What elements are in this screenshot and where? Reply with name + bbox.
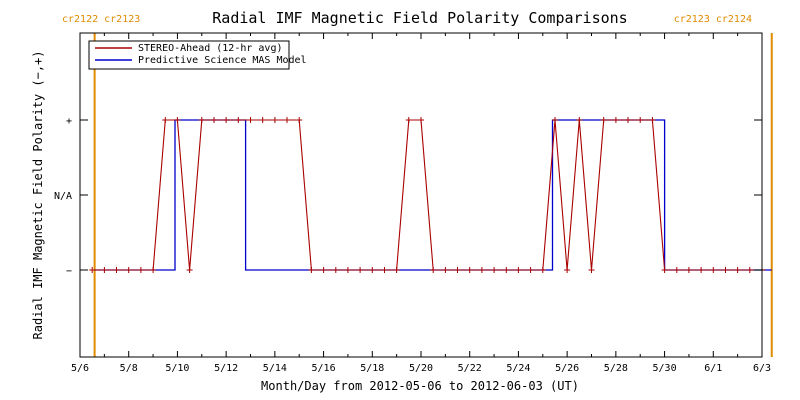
data-point-stereo: [223, 117, 230, 123]
x-tick-label: 6/3: [753, 363, 771, 374]
data-point-stereo: [478, 267, 485, 273]
data-point-stereo: [673, 267, 680, 273]
legend: STEREO-Ahead (12-hr avg) Predictive Scie…: [88, 40, 307, 70]
carrington-markers: [93, 33, 773, 357]
data-point-stereo: [259, 117, 266, 123]
x-tick-label: 5/24: [506, 363, 530, 374]
x-tick-label: 5/10: [165, 363, 189, 374]
data-point-stereo: [357, 267, 364, 273]
data-point-stereo: [393, 267, 400, 273]
data-point-stereo: [369, 267, 376, 273]
data-point-stereo: [235, 117, 242, 123]
x-tick-label: 5/8: [120, 363, 138, 374]
cr-label-right: cr2123 cr2124: [674, 14, 752, 25]
data-point-stereo: [320, 267, 327, 273]
data-point-stereo: [637, 117, 644, 123]
data-point-stereo: [418, 117, 424, 123]
data-point-stereo: [600, 117, 607, 123]
legend-label-stereo: STEREO-Ahead (12-hr avg): [138, 43, 283, 54]
data-point-stereo: [308, 267, 315, 273]
chart-title: Radial IMF Magnetic Field Polarity Compa…: [212, 9, 627, 27]
data-point-stereo: [685, 267, 692, 273]
y-tick-label: N/A: [54, 191, 72, 202]
data-point-stereo: [552, 117, 558, 123]
y-tick-label: +: [66, 116, 72, 127]
data-point-stereo: [661, 267, 668, 273]
y-axis-label: Radial IMF Magnetic Field Polarity (−,+): [31, 51, 45, 340]
data-point-stereo: [698, 267, 705, 273]
legend-label-mas: Predictive Science MAS Model: [138, 55, 307, 66]
data-point-stereo: [247, 117, 254, 123]
x-tick-label: 5/30: [653, 363, 677, 374]
data-point-stereo: [296, 117, 303, 123]
data-point-stereo: [113, 267, 120, 273]
data-point-stereo: [515, 267, 522, 273]
x-axis: 5/6 5/8 5/10 5/12 5/14 5/16 5/18 5/20 5/22 5/24 5/…: [71, 33, 771, 374]
x-tick-label: 6/1: [704, 363, 722, 374]
data-point-stereo: [442, 267, 449, 273]
data-point-stereo: [576, 117, 583, 123]
data-point-stereo: [649, 117, 656, 123]
cr-label-left: cr2122 cr2123: [62, 14, 140, 25]
x-tick-label: 5/26: [555, 363, 579, 374]
data-point-stereo: [491, 267, 498, 273]
data-point-stereo: [539, 267, 546, 273]
data-point-stereo: [101, 267, 108, 273]
data-point-stereo: [198, 117, 205, 123]
data-point-stereo: [162, 117, 169, 123]
data-point-stereo: [527, 267, 534, 273]
data-point-stereo: [625, 117, 631, 123]
x-tick-label: 5/12: [214, 363, 238, 374]
data-point-stereo: [211, 117, 217, 123]
data-point-stereo: [612, 117, 619, 123]
data-point-stereo: [588, 267, 595, 273]
x-tick-label: 5/14: [263, 363, 287, 374]
data-point-stereo: [137, 267, 144, 273]
x-tick-label: 5/16: [312, 363, 336, 374]
y-axis: + N/A −: [54, 116, 762, 277]
data-point-stereo: [454, 267, 461, 273]
series-layer: [89, 117, 772, 273]
data-point-stereo: [271, 117, 278, 123]
data-point-stereo: [405, 117, 412, 123]
y-tick-label: −: [66, 266, 72, 277]
x-tick-label: 5/20: [409, 363, 433, 374]
data-point-stereo: [150, 267, 157, 273]
data-point-stereo: [89, 267, 96, 273]
data-point-stereo: [186, 267, 193, 273]
data-point-stereo: [564, 267, 571, 273]
data-point-stereo: [284, 117, 290, 123]
x-tick-label: 5/18: [360, 363, 384, 374]
data-point-stereo: [332, 267, 339, 273]
legend-box: [88, 40, 290, 70]
data-point-stereo: [722, 267, 729, 273]
x-tick-label: 5/22: [458, 363, 482, 374]
data-point-stereo: [746, 267, 753, 273]
x-tick-label: 5/6: [71, 363, 89, 374]
data-point-stereo: [174, 117, 181, 123]
x-axis-label: Month/Day from 2012-05-06 to 2012-06-03 …: [261, 379, 579, 393]
x-tick-label: 5/28: [604, 363, 628, 374]
data-point-stereo: [710, 267, 717, 273]
data-point-stereo: [503, 267, 510, 273]
data-point-stereo: [466, 267, 473, 273]
data-point-stereo: [125, 267, 132, 273]
data-point-stereo: [381, 267, 388, 273]
data-point-stereo: [344, 267, 351, 273]
data-point-stereo: [430, 267, 437, 273]
data-point-stereo: [734, 267, 741, 273]
